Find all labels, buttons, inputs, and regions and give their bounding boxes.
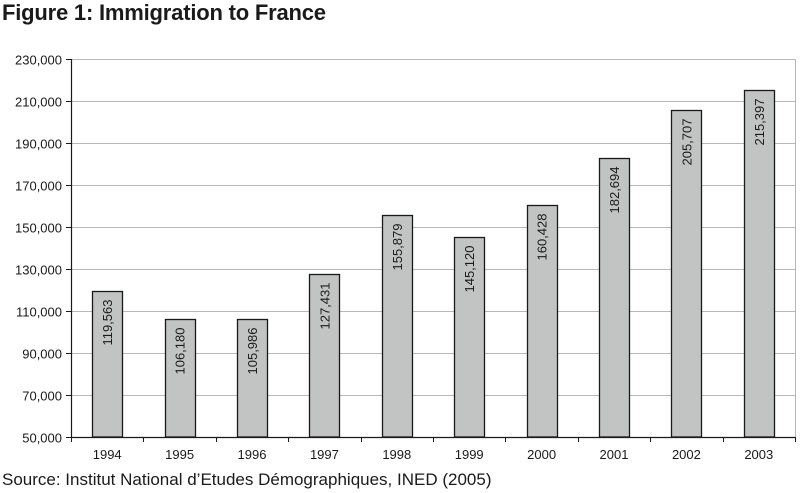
bar-data-label: 160,428 (535, 214, 550, 261)
y-tick-label: 190,000 (15, 137, 62, 152)
source-note: Source: Institut National d’Etudes Démog… (2, 470, 492, 489)
x-tick-label: 2000 (527, 447, 556, 462)
chart-title: Figure 1: Immigration to France (2, 0, 326, 25)
bar-data-labels: 119,563 106,180 105,986 127,431 155,879 145,1… (100, 99, 767, 375)
bar-data-label: 119,563 (100, 300, 115, 346)
bar-data-label: 205,707 (679, 119, 694, 166)
y-tick-label: 70,000 (22, 389, 62, 404)
bars (91, 89, 776, 438)
bar (236, 318, 269, 438)
bar-data-label: 182,694 (607, 167, 622, 214)
bar-data-label: 105,986 (245, 328, 260, 375)
bar (670, 109, 703, 438)
y-axis-tick-labels: 50,000 70,000 90,000 110,000 130,000 150,000 1… (15, 53, 62, 446)
x-tick-label: 1999 (455, 447, 484, 462)
x-tick-label: 2001 (600, 447, 629, 462)
y-tick-label: 230,000 (15, 53, 62, 68)
bar-data-label: 106,180 (173, 328, 188, 375)
bar (381, 214, 414, 438)
y-tick-label: 110,000 (16, 305, 62, 320)
bar-data-label: 215,397 (752, 99, 767, 146)
x-tick-label: 2002 (672, 447, 701, 462)
bar (598, 157, 631, 438)
y-tick-label: 170,000 (15, 179, 62, 194)
axes (66, 59, 796, 442)
bar-data-label: 155,879 (390, 224, 405, 271)
x-tick-label: 1995 (165, 447, 194, 462)
x-axis-tick-labels: 1994 1995 1996 1997 1998 1999 2000 2001 2002 2003 (93, 447, 774, 462)
x-tick-label: 1997 (310, 447, 339, 462)
y-tick-label: 210,000 (15, 95, 62, 110)
bar-data-label: 145,120 (462, 246, 477, 293)
bar-chart: 50,000 70,000 90,000 110,000 130,000 150,000 1… (15, 53, 796, 462)
y-tick-label: 130,000 (15, 263, 62, 278)
x-tick-label: 1998 (382, 447, 411, 462)
y-tick-label: 50,000 (22, 431, 62, 446)
x-tick-label: 1994 (93, 447, 122, 462)
bar-data-label: 127,431 (317, 283, 332, 330)
bar (526, 204, 559, 438)
x-tick-label: 1996 (238, 447, 267, 462)
y-tick-label: 90,000 (22, 347, 62, 362)
x-tick-label: 2003 (744, 447, 773, 462)
bar (91, 290, 124, 438)
y-tick-label: 150,000 (15, 221, 62, 236)
